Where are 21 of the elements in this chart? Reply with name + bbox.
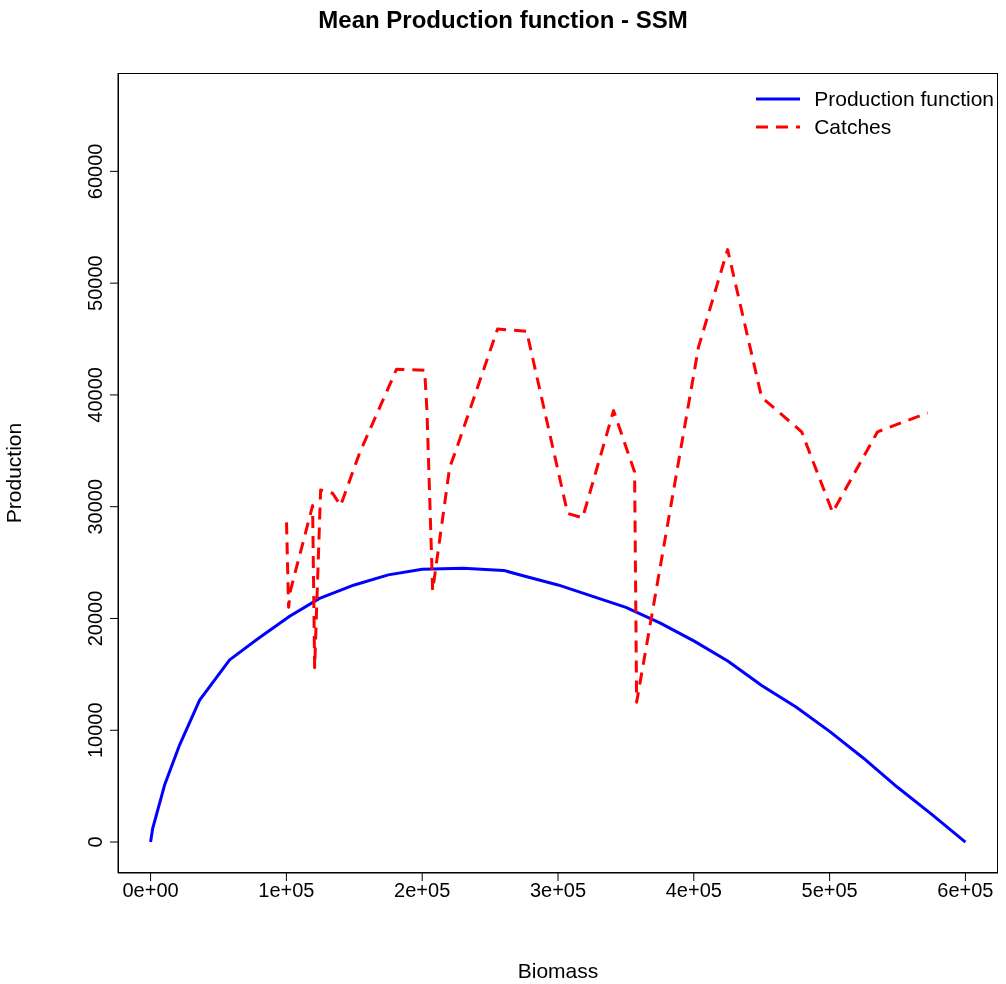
y-axis-title: Production	[2, 422, 26, 524]
x-tick-label: 0e+00	[122, 879, 179, 902]
legend-label: Catches	[814, 114, 892, 140]
y-tick-label: 50000	[84, 255, 106, 311]
line-series	[149, 566, 967, 844]
chart-title: Mean Production function - SSM	[317, 6, 689, 34]
x-tick-label: 5e+05	[801, 879, 858, 902]
legend-label: Production function	[814, 86, 994, 112]
x-axis-title: Biomass	[517, 959, 599, 982]
y-tick-label: 40000	[84, 367, 106, 423]
x-tick-label: 6e+05	[937, 879, 994, 902]
x-tick-label: 4e+05	[665, 879, 722, 902]
y-tick-label: 30000	[84, 478, 106, 535]
x-tick-label: 2e+05	[394, 879, 451, 902]
y-tick-label: 10000	[84, 702, 106, 759]
y-tick-label: 0	[84, 836, 106, 848]
x-tick-label: 3e+05	[529, 879, 587, 902]
line-series	[285, 248, 930, 704]
x-tick-label: 1e+05	[258, 879, 315, 902]
y-tick-label: 20000	[84, 590, 106, 647]
y-tick-label: 60000	[84, 143, 106, 200]
